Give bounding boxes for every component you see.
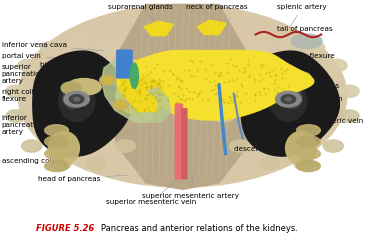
Ellipse shape [18,5,347,187]
Ellipse shape [6,85,26,97]
Ellipse shape [259,158,279,170]
Ellipse shape [115,140,135,152]
Text: left colic flexure: left colic flexure [277,53,335,62]
Ellipse shape [282,87,302,109]
Ellipse shape [296,160,320,172]
Text: body of pancreas: body of pancreas [277,83,340,89]
Ellipse shape [270,81,307,121]
Ellipse shape [45,148,69,159]
Ellipse shape [116,76,165,115]
Circle shape [116,102,125,107]
Ellipse shape [45,136,69,147]
Ellipse shape [296,136,320,147]
Circle shape [281,95,296,104]
Ellipse shape [305,41,325,54]
Circle shape [74,97,80,101]
Ellipse shape [6,110,26,122]
Ellipse shape [67,78,101,95]
Ellipse shape [45,160,69,172]
Ellipse shape [58,81,95,121]
Text: superior mesenteric vein: superior mesenteric vein [106,180,196,205]
Polygon shape [241,51,339,156]
Ellipse shape [40,41,60,54]
Ellipse shape [271,68,306,85]
Ellipse shape [61,82,81,94]
Text: FIGURE 5.26: FIGURE 5.26 [36,224,95,233]
Text: inferior mesenteric vein: inferior mesenteric vein [277,118,364,124]
Text: tail of pancreas: tail of pancreas [277,26,333,39]
Ellipse shape [296,125,320,136]
Ellipse shape [69,35,89,47]
Circle shape [276,91,301,107]
Polygon shape [110,5,256,189]
FancyBboxPatch shape [175,104,182,179]
Text: head of pancreas: head of pancreas [38,175,127,182]
Text: descending colon: descending colon [234,146,297,152]
Polygon shape [101,61,171,122]
Text: left testicular vein: left testicular vein [277,96,343,102]
Polygon shape [197,20,226,35]
Ellipse shape [339,85,359,97]
Text: inferior vena cava: inferior vena cava [2,41,105,51]
Ellipse shape [339,110,359,122]
Text: suprarenal glands: suprarenal glands [108,4,172,27]
Ellipse shape [286,132,317,165]
FancyBboxPatch shape [182,109,187,179]
Ellipse shape [214,110,234,122]
Ellipse shape [86,158,106,170]
Ellipse shape [226,59,246,72]
Text: ascending colon: ascending colon [2,158,68,164]
Circle shape [103,77,112,83]
Circle shape [69,95,84,104]
Ellipse shape [51,158,71,170]
Ellipse shape [22,140,42,152]
Circle shape [285,97,291,101]
Text: neck of pancreas: neck of pancreas [186,4,248,24]
Ellipse shape [294,158,314,170]
Text: superior
pancreaticoduodenal
artery: superior pancreaticoduodenal artery [2,64,94,83]
Ellipse shape [130,63,138,89]
Ellipse shape [327,59,347,72]
Polygon shape [117,50,314,120]
Ellipse shape [323,140,343,152]
Ellipse shape [277,35,297,47]
Polygon shape [144,21,173,36]
Polygon shape [33,51,131,156]
Circle shape [64,91,89,107]
Text: bile duct: bile duct [40,62,121,70]
Circle shape [100,75,116,85]
Ellipse shape [131,85,151,97]
Text: inferior
pancreaticoduodenal
artery: inferior pancreaticoduodenal artery [2,115,96,135]
Text: right colic
flexure: right colic flexure [2,89,81,102]
Ellipse shape [97,41,117,54]
Ellipse shape [119,59,139,72]
Text: portal vein: portal vein [2,53,105,60]
Ellipse shape [48,132,79,165]
Text: splenic artery: splenic artery [277,4,327,28]
Ellipse shape [291,72,311,84]
Ellipse shape [296,148,320,159]
Text: Pancreas and anterior relations of the kidneys.: Pancreas and anterior relations of the k… [93,224,298,233]
Ellipse shape [291,34,322,48]
Ellipse shape [131,110,151,122]
Ellipse shape [63,87,83,109]
Ellipse shape [45,125,69,136]
Circle shape [112,100,128,109]
Ellipse shape [230,140,250,152]
Ellipse shape [214,85,234,97]
Ellipse shape [248,41,268,54]
Ellipse shape [18,59,38,72]
FancyBboxPatch shape [117,50,132,78]
Text: superior mesenteric artery: superior mesenteric artery [142,171,239,200]
